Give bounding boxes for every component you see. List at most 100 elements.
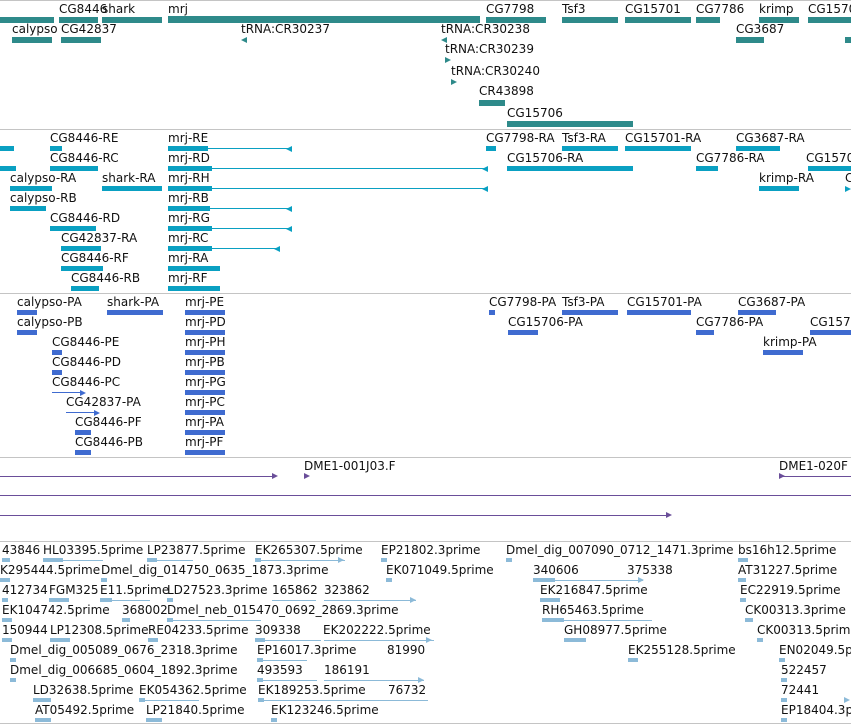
feature-glyph[interactable] [185, 450, 225, 455]
feature-label[interactable]: shark-RA [102, 171, 156, 185]
feature-label[interactable]: CG157 [810, 315, 851, 329]
feature-label[interactable]: CG7786-PA [696, 315, 764, 329]
feature-glyph[interactable] [562, 17, 618, 23]
feature-glyph[interactable] [71, 286, 99, 291]
feature-glyph[interactable] [52, 370, 62, 375]
feature-connector-line[interactable] [257, 680, 317, 681]
feature-label[interactable]: calypso-PA [17, 295, 82, 309]
feature-label[interactable]: mrj-PE [185, 295, 225, 309]
feature-label[interactable]: mrj-PG [185, 375, 226, 389]
feature-glyph[interactable] [696, 17, 720, 23]
feature-glyph[interactable] [0, 17, 54, 23]
feature-label[interactable]: CG3687-RA [736, 131, 805, 145]
feature-label[interactable]: CG7798-PA [489, 295, 557, 309]
feature-label[interactable]: EN02049.5prime [779, 643, 851, 657]
feature-label[interactable]: mrj [168, 2, 188, 16]
feature-glyph[interactable] [10, 678, 16, 682]
feature-connector-line[interactable] [66, 412, 96, 413]
feature-glyph[interactable] [738, 578, 746, 582]
feature-label[interactable]: mrj-PF [185, 435, 224, 449]
feature-glyph[interactable] [168, 166, 212, 171]
feature-label[interactable]: Tsf3 [562, 2, 586, 16]
feature-glyph[interactable] [808, 17, 851, 23]
feature-glyph[interactable] [2, 598, 8, 602]
feature-label[interactable]: CG8446-PD [52, 355, 122, 369]
feature-label[interactable]: Dmel_dig_014750_0635_1873.3prime [101, 563, 329, 577]
feature-label[interactable]: CG15701 [625, 2, 681, 16]
feature-label[interactable]: CG42837-RA [61, 231, 138, 245]
feature-label[interactable]: CG8446-RE [50, 131, 119, 145]
feature-label[interactable]: mrj-RD [168, 151, 210, 165]
feature-label[interactable]: EK202222.5prime [323, 623, 431, 637]
feature-label[interactable]: LP23877.5prime [147, 543, 246, 557]
feature-glyph[interactable] [757, 638, 763, 642]
feature-glyph[interactable] [533, 578, 555, 582]
feature-connector-line[interactable] [255, 640, 321, 641]
feature-label[interactable]: Dmel_dig_007090_0712_1471.3prime [506, 543, 734, 557]
feature-connector-line[interactable] [779, 476, 851, 477]
feature-label[interactable]: EK054362.5prime [139, 683, 247, 697]
feature-label[interactable]: mrj-PB [185, 355, 225, 369]
feature-label[interactable]: shark [102, 2, 136, 16]
feature-label[interactable]: CG3687 [736, 22, 785, 36]
feature-glyph[interactable] [168, 146, 208, 151]
feature-connector-line[interactable] [324, 640, 434, 641]
feature-label[interactable]: calypso-RB [10, 191, 77, 205]
feature-glyph[interactable] [75, 450, 91, 455]
feature-glyph[interactable] [185, 310, 225, 315]
feature-label[interactable]: 323862 [324, 583, 370, 597]
feature-glyph[interactable] [75, 430, 91, 435]
feature-label[interactable]: EC22919.5prime [740, 583, 841, 597]
feature-glyph[interactable] [61, 37, 101, 43]
feature-glyph[interactable] [779, 658, 785, 662]
feature-label[interactable]: Dmel_neb_015470_0692_2869.3prime [167, 603, 399, 617]
feature-label[interactable]: CG8446-RD [50, 211, 121, 225]
feature-connector-line[interactable] [168, 148, 290, 149]
feature-glyph[interactable] [506, 558, 512, 562]
feature-label[interactable]: FGM325 [49, 583, 99, 597]
feature-connector-line[interactable] [168, 228, 290, 229]
feature-glyph[interactable] [627, 310, 691, 315]
feature-glyph[interactable] [185, 390, 225, 395]
feature-label[interactable]: tRNA:CR30237 [241, 22, 330, 36]
feature-glyph[interactable] [625, 17, 691, 23]
feature-glyph[interactable] [168, 206, 210, 211]
feature-glyph[interactable] [489, 310, 495, 315]
feature-label[interactable]: 493593 [257, 663, 303, 677]
feature-label[interactable]: 186191 [324, 663, 370, 677]
feature-label[interactable]: 43846 [2, 543, 41, 557]
feature-label[interactable]: EK265307.5prime [255, 543, 363, 557]
feature-glyph[interactable] [381, 558, 387, 562]
feature-label[interactable]: E11.5prime [100, 583, 170, 597]
feature-glyph[interactable] [10, 186, 52, 191]
feature-label[interactable]: CG8446-RC [50, 151, 119, 165]
feature-connector-line[interactable] [100, 600, 150, 601]
feature-label[interactable]: CG15706-RA [507, 151, 584, 165]
feature-label[interactable]: krimp-RA [759, 171, 814, 185]
feature-label[interactable]: EK104742.5prime [2, 603, 110, 617]
feature-label[interactable]: EK255128.5prime [628, 643, 736, 657]
feature-glyph[interactable] [736, 37, 764, 43]
feature-label[interactable]: CG42837-PA [66, 395, 141, 409]
feature-glyph[interactable] [845, 37, 851, 43]
feature-glyph[interactable] [168, 266, 220, 271]
feature-label[interactable]: mrj-RH [168, 171, 210, 185]
feature-glyph[interactable] [628, 658, 638, 662]
feature-label[interactable]: CG15701-RA [625, 131, 702, 145]
feature-glyph[interactable] [168, 186, 212, 191]
feature-label[interactable]: 522457 [781, 663, 827, 677]
feature-connector-line[interactable] [0, 515, 670, 516]
feature-label[interactable]: 165862 [272, 583, 318, 597]
feature-connector-line[interactable] [0, 476, 276, 477]
feature-label[interactable]: CG8446-RB [71, 271, 141, 285]
feature-glyph[interactable] [107, 310, 163, 315]
feature-glyph[interactable] [486, 17, 546, 23]
feature-label[interactable]: DME1-020F [779, 459, 848, 473]
feature-label[interactable]: CG15701-PA [627, 295, 702, 309]
feature-glyph[interactable] [738, 558, 748, 562]
feature-glyph[interactable] [102, 17, 162, 23]
feature-glyph[interactable] [0, 166, 16, 171]
feature-connector-line[interactable] [324, 600, 416, 601]
feature-connector-line[interactable] [258, 700, 428, 701]
